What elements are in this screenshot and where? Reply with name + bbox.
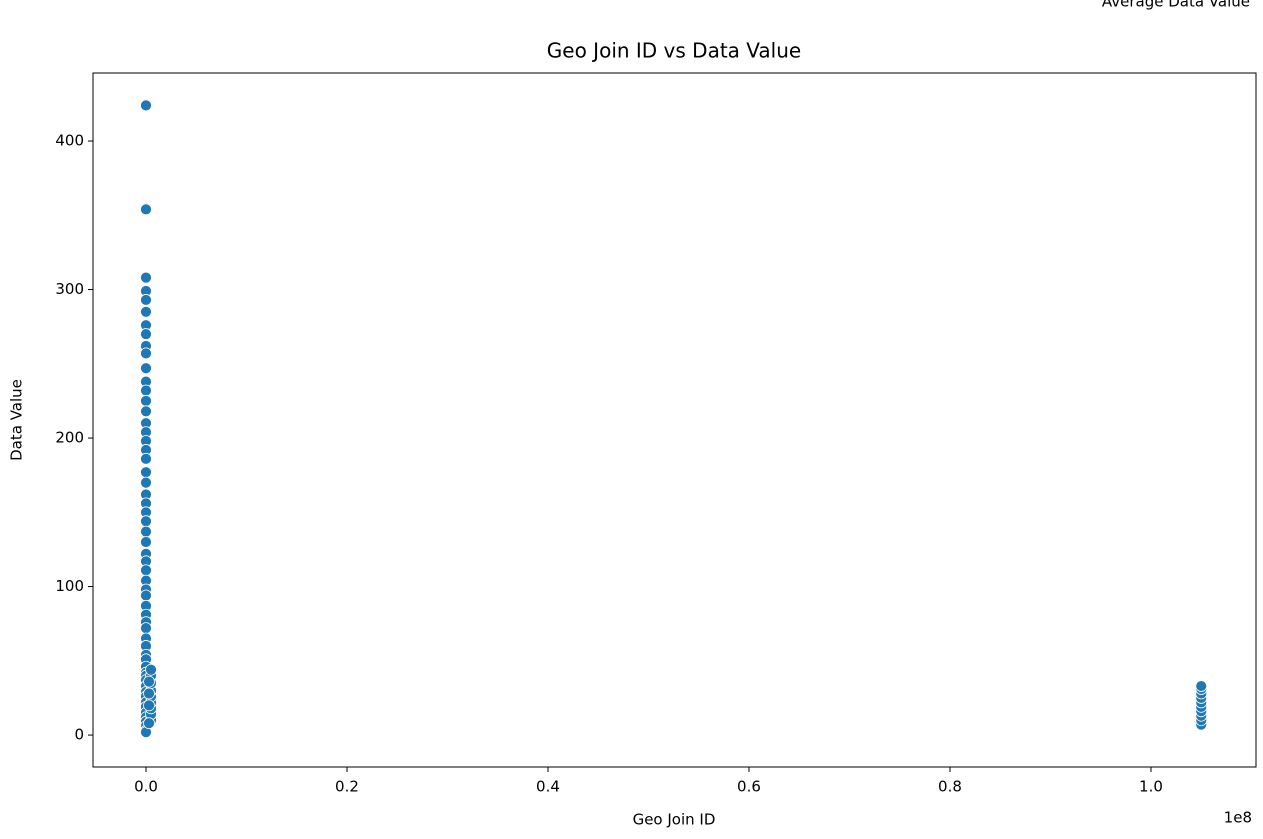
point	[140, 476, 152, 489]
x-tick-label: 0.0	[134, 778, 158, 796]
point	[140, 203, 152, 216]
point	[143, 699, 155, 712]
point	[140, 564, 152, 577]
y-tick-label: 0	[74, 726, 84, 744]
chart-title: Geo Join ID vs Data Value	[547, 39, 801, 63]
x-tick-label: 0.4	[536, 778, 560, 796]
point	[140, 328, 152, 340]
y-tick-label: 400	[55, 132, 84, 150]
point	[140, 452, 152, 465]
point	[140, 536, 152, 548]
point	[143, 675, 155, 688]
point	[140, 99, 152, 112]
point	[1195, 680, 1208, 692]
point	[140, 395, 152, 407]
point	[143, 687, 155, 700]
point	[140, 384, 152, 397]
x-offset-label: 1e8	[1224, 809, 1252, 827]
annotation: Average Data Value	[1102, 0, 1250, 11]
point	[140, 362, 152, 375]
x-tick-label: 0.6	[737, 778, 761, 796]
plot-frame	[92, 72, 1257, 768]
point	[140, 305, 152, 318]
point	[143, 717, 155, 730]
y-tick-label: 100	[55, 577, 84, 595]
point	[140, 515, 152, 528]
point	[140, 622, 152, 635]
point	[145, 663, 157, 676]
point	[140, 271, 152, 284]
point	[140, 347, 152, 360]
y-axis-label: Data Value	[8, 379, 26, 461]
x-tick-label: 0.8	[938, 778, 962, 796]
x-tick-label: 1.0	[1139, 778, 1163, 796]
x-tick-label: 0.2	[335, 778, 359, 796]
point	[140, 405, 152, 418]
y-tick-label: 300	[55, 280, 84, 298]
point	[140, 525, 152, 538]
x-axis-label: Geo Join ID	[633, 811, 716, 829]
point	[140, 466, 152, 479]
point	[140, 589, 152, 602]
point	[140, 294, 152, 306]
y-tick-label: 200	[55, 429, 84, 447]
